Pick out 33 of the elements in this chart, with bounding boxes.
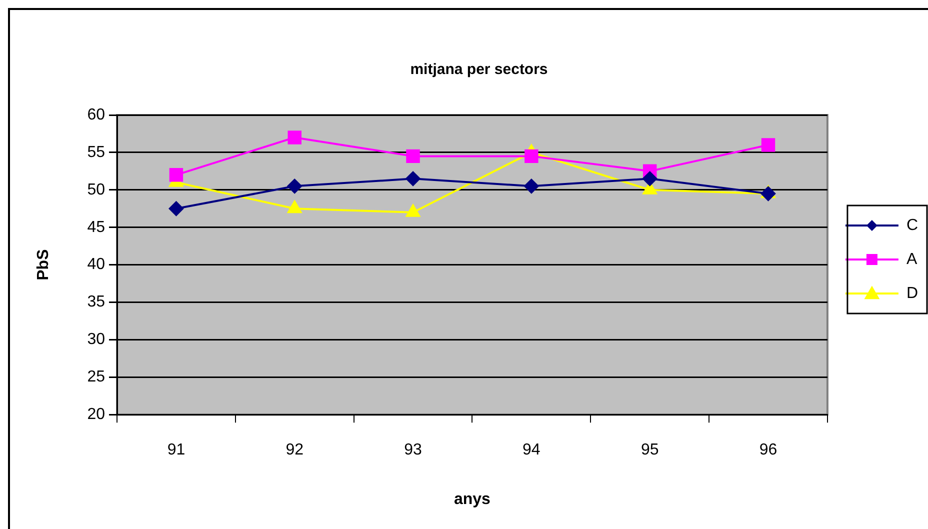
legend-label: C [906,216,918,234]
point [760,186,776,202]
point [168,201,184,216]
point [524,149,538,164]
point [288,130,302,144]
y-axis-title: PbS [35,248,52,280]
x-tick-label: 91 [167,442,186,459]
x-axis-title: anys [454,490,491,508]
point [287,178,302,194]
point [761,138,776,152]
y-tick-label: 45 [87,218,106,236]
x-tick-label: 92 [286,442,304,459]
point [524,178,539,194]
y-tick-label: 20 [87,406,106,424]
y-tick-label: 60 [87,106,106,124]
point [406,171,421,186]
y-tick-label: 55 [87,144,106,161]
x-tick-label: 94 [522,442,540,459]
x-tick-label: 96 [759,442,778,459]
chart-frame: anys PbS C A D mitjana per sectors 91 92 93 94 95 96 20 25 30 35 40 45 50 55 60 [8,8,928,529]
y-tick-label: 30 [87,331,106,348]
chart-title: mitjana per sectors [410,61,548,78]
x-tick-label: 95 [640,442,659,459]
y-tick-label: 50 [87,181,106,198]
y-tick-label: 25 [87,368,106,386]
point [169,168,184,182]
y-tick-label: 40 [87,256,106,274]
point [406,149,420,164]
x-tick-label: 93 [404,442,422,459]
legend-label: D [906,284,918,302]
y-tick-label: 35 [87,294,106,311]
point [642,171,658,186]
legend-label: A [906,250,918,268]
